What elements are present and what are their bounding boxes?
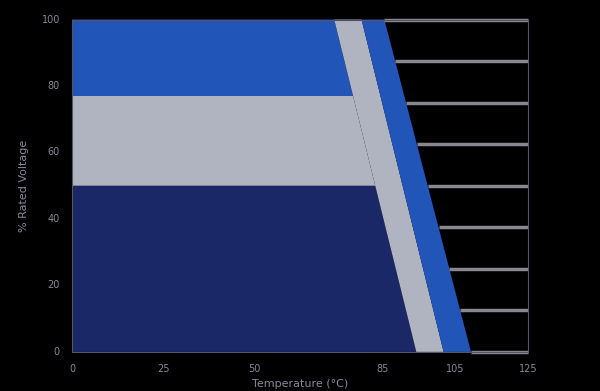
Text: Temperature (°C): Temperature (°C) bbox=[252, 379, 348, 389]
Text: Rated Voltage: Rated Voltage bbox=[95, 51, 193, 65]
Text: Recommended Application Voltage V$_R$ ≤ 10 V: Recommended Application Voltage V$_R$ ≤ … bbox=[95, 133, 415, 149]
Text: Recommended Application Voltage V$_R$ ≥ 16 V: Recommended Application Voltage V$_R$ ≥ … bbox=[95, 237, 383, 254]
Text: 125: 125 bbox=[518, 364, 538, 374]
Text: 40: 40 bbox=[48, 214, 60, 224]
Text: 0: 0 bbox=[69, 364, 75, 374]
Text: 85: 85 bbox=[376, 364, 388, 374]
Text: 100: 100 bbox=[41, 14, 60, 25]
Text: 0: 0 bbox=[54, 347, 60, 357]
Text: 25: 25 bbox=[157, 364, 169, 374]
Text: 80: 80 bbox=[48, 81, 60, 91]
Text: 105: 105 bbox=[446, 364, 464, 374]
Text: % Rated Voltage: % Rated Voltage bbox=[19, 140, 29, 232]
Text: 20: 20 bbox=[47, 280, 60, 291]
Text: 50: 50 bbox=[248, 364, 260, 374]
Text: 60: 60 bbox=[48, 147, 60, 158]
